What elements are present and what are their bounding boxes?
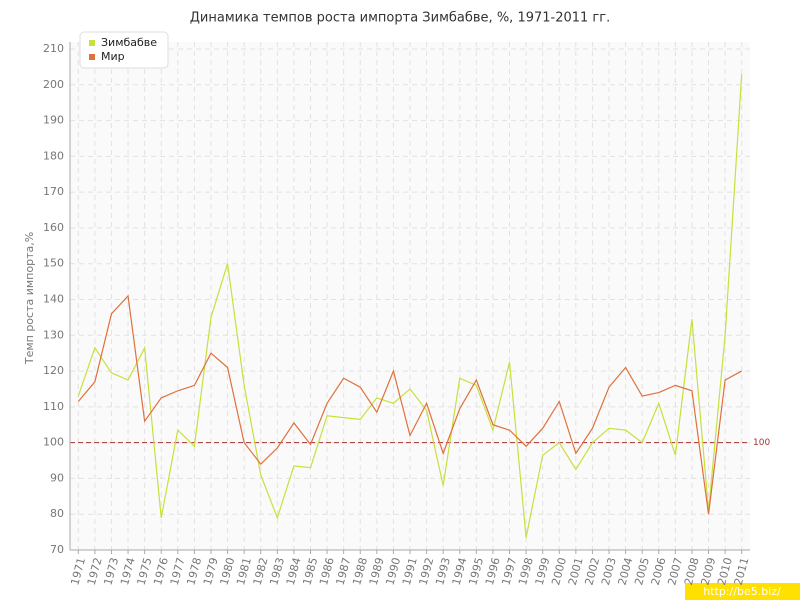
y-tick-label: 110	[43, 400, 64, 413]
y-tick-label: 100	[43, 436, 64, 449]
x-tick-label: 2011	[732, 556, 752, 586]
legend-swatch	[89, 54, 95, 60]
y-tick-label: 130	[43, 328, 64, 341]
y-tick-label: 80	[50, 507, 64, 520]
legend	[79, 31, 169, 69]
reference-label: 100	[753, 438, 770, 448]
watermark-bg	[685, 583, 800, 600]
y-tick-label: 210	[43, 42, 64, 55]
y-tick-label: 160	[43, 221, 64, 234]
watermark: http://be5.biz/	[703, 585, 781, 598]
y-axis-label: Темп роста импорта,%	[23, 232, 36, 365]
y-tick-label: 170	[43, 185, 64, 198]
y-tick-label: 140	[43, 293, 64, 306]
y-tick-label: 70	[50, 543, 64, 556]
y-tick-label: 90	[50, 471, 64, 484]
y-tick-label: 180	[43, 149, 64, 162]
y-tick-label: 200	[43, 78, 64, 91]
legend-label: Мир	[101, 50, 125, 63]
series-line	[77, 294, 742, 515]
chart-title: Динамика темпов роста импорта Зимбабве, …	[190, 11, 610, 26]
legend-swatch	[89, 40, 95, 46]
legend-label: Зимбабве	[101, 36, 157, 49]
y-tick-label: 150	[43, 257, 64, 270]
y-tick-label: 120	[43, 364, 64, 377]
series-line	[77, 74, 743, 538]
y-tick-label: 190	[43, 114, 64, 127]
